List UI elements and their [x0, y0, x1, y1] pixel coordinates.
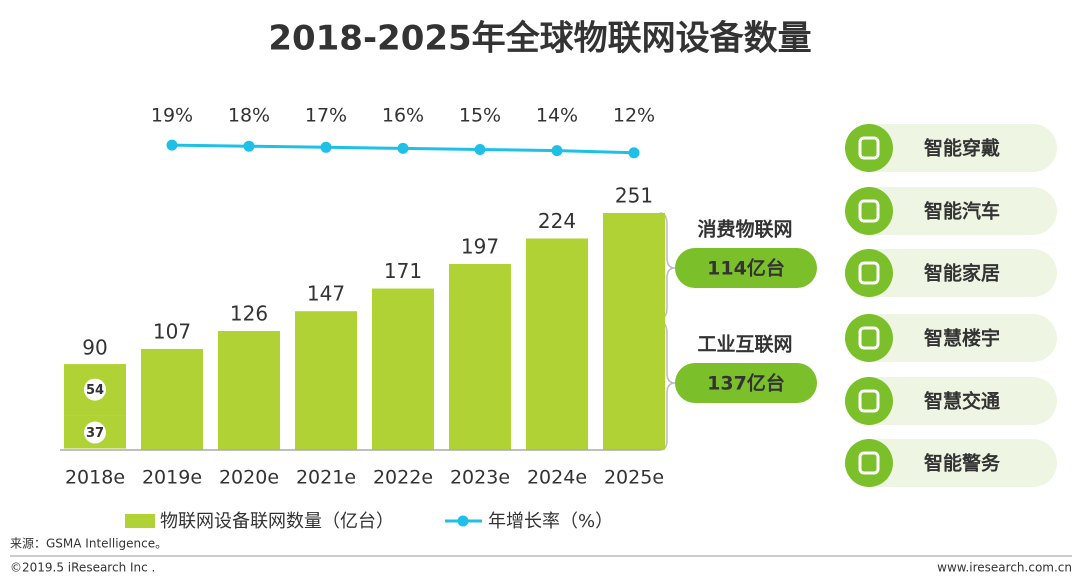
group-label: 137亿台	[707, 372, 785, 395]
group-name: 消费物联网	[697, 218, 792, 241]
sidebar-icon-glyph	[858, 199, 880, 223]
segment-badge	[84, 378, 106, 401]
legend-dot	[457, 515, 469, 527]
bar	[372, 288, 434, 450]
x-tick-label: 2024e	[527, 467, 587, 489]
growth-point	[243, 140, 255, 152]
sidebar-pill	[845, 314, 1057, 362]
sidebar-icon	[845, 249, 893, 297]
sidebar-pill	[845, 439, 1057, 487]
bar-value-label: 90	[82, 336, 107, 360]
bar	[141, 348, 203, 450]
sidebar-icon	[845, 377, 893, 425]
bar-value-label: 147	[307, 282, 345, 306]
footer-left: ©2019.5 iResearch Inc .	[10, 561, 155, 575]
segment-label: 37	[86, 426, 104, 441]
bar	[526, 238, 588, 450]
bar	[218, 331, 280, 450]
growth-label: 19%	[151, 105, 193, 127]
chart-title: 2018-2025年全球物联网设备数量	[268, 19, 811, 59]
sidebar-label: 智慧交通	[924, 390, 1001, 413]
segment-badge	[84, 421, 106, 444]
group-pill	[675, 363, 817, 403]
sidebar-icon	[845, 439, 893, 487]
group-pill	[675, 248, 817, 288]
sidebar-pill	[845, 249, 1057, 297]
bar-value-label: 197	[461, 234, 499, 258]
sidebar-pill	[845, 124, 1057, 172]
growth-label: 14%	[536, 105, 578, 127]
sidebar-icon-glyph	[858, 136, 880, 160]
growth-point	[551, 145, 563, 157]
group-name: 工业互联网	[697, 334, 792, 356]
sidebar-label: 智能穿戴	[924, 137, 1000, 160]
sidebar-icon	[845, 124, 893, 172]
group-label: 114亿台	[707, 257, 785, 280]
growth-point	[474, 144, 486, 155]
sidebar-icon-glyph	[858, 261, 880, 285]
x-tick-label: 2018e	[65, 467, 125, 489]
sidebar-pill	[845, 187, 1057, 235]
growth-label: 12%	[613, 105, 655, 127]
x-tick-label: 2023e	[450, 467, 510, 489]
bar	[449, 263, 511, 450]
sidebar-icon-glyph	[858, 326, 880, 350]
footer-right: www.iresearch.com.cn	[937, 561, 1072, 575]
segment-label: 54	[86, 383, 104, 398]
bar	[603, 213, 665, 450]
bar-value-label: 251	[615, 184, 653, 208]
bar	[295, 311, 357, 450]
growth-point	[320, 141, 332, 153]
growth-label: 18%	[228, 105, 270, 127]
bar-value-label: 171	[384, 259, 422, 283]
growth-label: 17%	[305, 105, 347, 127]
growth-label: 16%	[382, 105, 424, 127]
x-tick-label: 2025e	[604, 467, 664, 489]
sidebar-icon	[845, 314, 893, 362]
sidebar-icon	[845, 187, 893, 235]
sidebar-label: 智能汽车	[924, 200, 1000, 223]
growth-point	[397, 142, 409, 154]
sidebar-label: 智慧楼宇	[924, 327, 1000, 350]
x-tick-label: 2022e	[373, 467, 433, 489]
source: 来源：GSMA Intelligence。	[10, 537, 167, 551]
x-tick-label: 2021e	[296, 467, 356, 489]
bar-value-label: 107	[153, 319, 191, 343]
legend-label: 物联网设备联网数量（亿台）	[160, 511, 394, 532]
x-tick-label: 2019e	[142, 467, 202, 489]
sidebar-icon-glyph	[858, 451, 880, 475]
sidebar-label: 智能警务	[924, 452, 1001, 475]
sidebar-pill	[845, 377, 1057, 425]
growth-label: 15%	[459, 105, 501, 127]
growth-point	[628, 147, 640, 159]
sidebar-label: 智能家居	[924, 262, 1000, 285]
legend-label: 年增长率（%）	[488, 511, 613, 532]
growth-point	[166, 139, 178, 151]
bar-value-label: 126	[230, 302, 268, 326]
bar-value-label: 224	[538, 209, 576, 233]
legend-swatch	[125, 514, 155, 528]
x-tick-label: 2020e	[219, 467, 279, 489]
sidebar-icon-glyph	[858, 389, 880, 413]
